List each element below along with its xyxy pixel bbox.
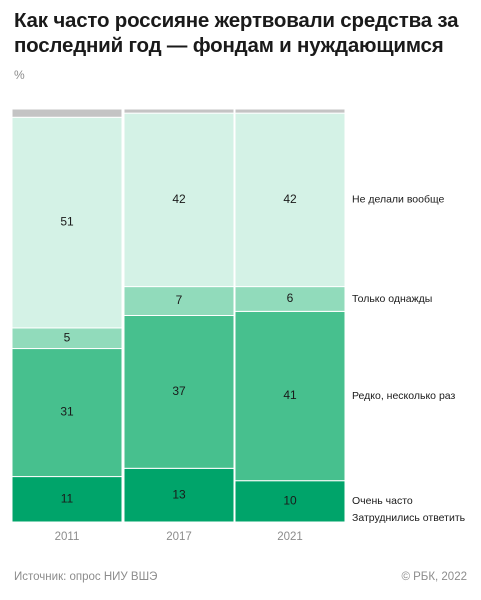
data-label: 7 bbox=[176, 293, 183, 307]
legend-entry: Очень часто bbox=[352, 495, 413, 507]
data-label: 42 bbox=[283, 192, 297, 206]
stacked-bar-chart: 11 31 5 51 2011 13 37 7 42 2017 10 41 6 42 2021 Очень ч… bbox=[11, 108, 466, 543]
data-label: 6 bbox=[287, 291, 294, 305]
data-label: 37 bbox=[172, 384, 186, 398]
data-label: 51 bbox=[60, 215, 74, 229]
bar-segment bbox=[123, 315, 235, 469]
bar-segment bbox=[11, 348, 123, 478]
data-label: 41 bbox=[283, 388, 297, 402]
data-label: 31 bbox=[60, 405, 74, 419]
bar-segment bbox=[234, 310, 346, 482]
legend-entry: Не делали вообще bbox=[352, 194, 445, 206]
data-label: 10 bbox=[283, 494, 297, 508]
x-tick-label: 2021 bbox=[277, 531, 303, 543]
legend-entry: Только однажды bbox=[352, 293, 432, 305]
unit-label: % bbox=[14, 68, 25, 82]
bar-segment bbox=[11, 108, 123, 118]
bar-segment bbox=[234, 112, 346, 288]
data-label: 11 bbox=[61, 491, 74, 505]
legend-entry: Редко, несколько раз bbox=[352, 390, 455, 402]
copyright: © РБК, 2022 bbox=[401, 571, 467, 583]
source-note: Источник: опрос НИУ ВШЭ bbox=[14, 571, 158, 583]
data-label: 42 bbox=[172, 192, 186, 206]
bar-segment bbox=[234, 108, 346, 114]
data-label: 5 bbox=[64, 330, 71, 344]
chart-title: Как часто россияне жертвовали средства з… bbox=[14, 9, 459, 57]
x-tick-label: 2011 bbox=[55, 531, 80, 543]
bar-segment bbox=[123, 467, 235, 523]
bar-segment bbox=[123, 112, 235, 288]
legend-entry: Затруднились ответить bbox=[352, 512, 466, 524]
bar-segment bbox=[123, 108, 235, 114]
bar-segment bbox=[11, 476, 123, 523]
x-tick-label: 2017 bbox=[166, 531, 192, 543]
data-label: 13 bbox=[172, 487, 186, 501]
bar-segment bbox=[11, 116, 123, 329]
bar-segment bbox=[123, 286, 235, 316]
